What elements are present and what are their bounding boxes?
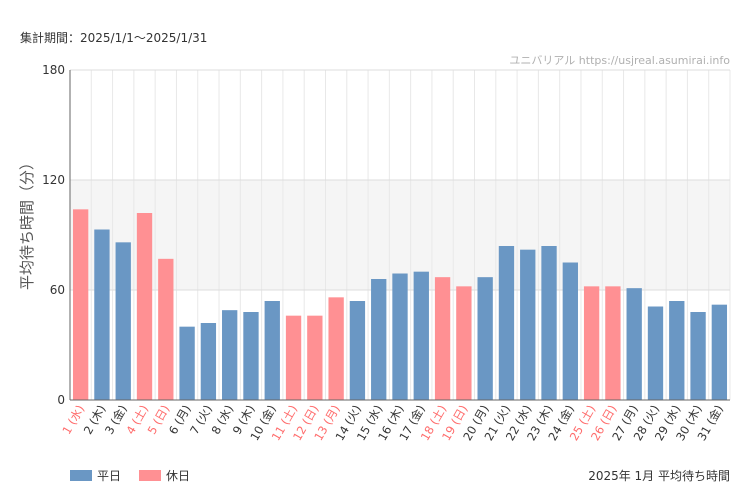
bar-day-23[interactable] bbox=[541, 246, 557, 400]
collection-period: 集計期間：2025/1/1〜2025/1/31 bbox=[20, 31, 208, 45]
bar-day-27[interactable] bbox=[626, 288, 642, 400]
bar-day-25[interactable] bbox=[583, 286, 600, 400]
bar-day-30[interactable] bbox=[690, 312, 706, 400]
y-tick-label: 0 bbox=[57, 393, 65, 407]
y-tick-label: 180 bbox=[42, 63, 65, 77]
bar-day-2[interactable] bbox=[94, 229, 110, 401]
bar-day-18[interactable] bbox=[434, 277, 451, 400]
bar-day-16[interactable] bbox=[392, 273, 408, 401]
bar-day-24[interactable] bbox=[562, 262, 578, 401]
bar-day-31[interactable] bbox=[711, 304, 728, 400]
bar-day-22[interactable] bbox=[520, 249, 536, 400]
legend-label-weekday: 平日 bbox=[97, 469, 122, 483]
bar-day-20[interactable] bbox=[477, 277, 493, 400]
bar-day-11[interactable] bbox=[285, 315, 302, 400]
bar-day-13[interactable] bbox=[328, 297, 344, 400]
legend-swatch-weekday bbox=[70, 470, 92, 481]
bar-day-10[interactable] bbox=[264, 301, 280, 400]
legend: 平日 休日 bbox=[70, 467, 208, 484]
bar-day-4[interactable] bbox=[136, 213, 153, 400]
bar-day-17[interactable] bbox=[413, 271, 429, 400]
bar-day-21[interactable] bbox=[498, 246, 515, 400]
bar-day-19[interactable] bbox=[456, 286, 472, 400]
bar-day-6[interactable] bbox=[179, 326, 195, 400]
bar-day-12[interactable] bbox=[307, 315, 323, 400]
y-tick-label: 120 bbox=[42, 173, 65, 187]
bar-day-28[interactable] bbox=[647, 306, 664, 401]
chart-title: 2025年 1月 平均待ち時間 bbox=[588, 469, 730, 483]
bar-day-29[interactable] bbox=[669, 301, 685, 400]
bar-day-8[interactable] bbox=[222, 310, 238, 400]
bar-day-26[interactable] bbox=[605, 286, 621, 400]
highlight-band bbox=[70, 180, 730, 290]
legend-label-holiday: 休日 bbox=[166, 469, 191, 483]
bar-day-3[interactable] bbox=[115, 242, 131, 400]
bar-day-5[interactable] bbox=[158, 258, 174, 400]
bar-day-7[interactable] bbox=[200, 323, 217, 400]
bar-day-9[interactable] bbox=[243, 312, 259, 400]
y-tick-label: 60 bbox=[50, 283, 65, 297]
bar-day-1[interactable] bbox=[72, 209, 89, 400]
bar-day-14[interactable] bbox=[349, 301, 366, 400]
legend-item-weekday[interactable]: 平日 bbox=[70, 467, 121, 484]
legend-item-holiday[interactable]: 休日 bbox=[139, 467, 190, 484]
bar-day-15[interactable] bbox=[371, 279, 387, 400]
site-credit: ユニバリアル https://usjreal.asumirai.info bbox=[509, 54, 730, 67]
legend-swatch-holiday bbox=[139, 470, 162, 481]
